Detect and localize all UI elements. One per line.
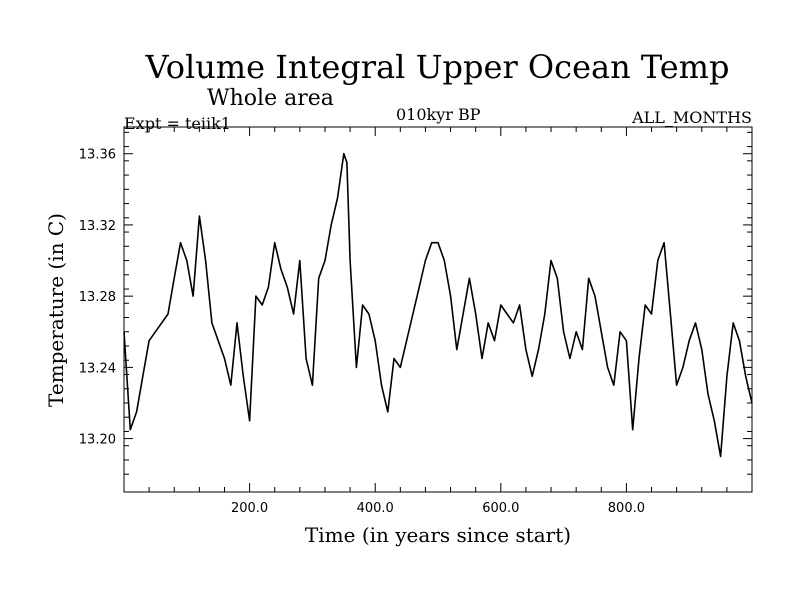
x-tick-label: 800.0 — [608, 501, 645, 516]
y-tick-label: 13.32 — [79, 219, 116, 234]
y-tick-label: 13.24 — [79, 361, 116, 376]
y-tick-label: 13.20 — [79, 433, 116, 448]
x-tick-label: 400.0 — [357, 501, 394, 516]
x-tick-label: 200.0 — [231, 501, 268, 516]
y-tick-label: 13.28 — [79, 290, 116, 305]
months-label: ALL_MONTHS — [632, 108, 752, 127]
chart-title: Volume Integral Upper Ocean Temp — [145, 48, 730, 86]
period-label: 010kyr BP — [396, 105, 481, 124]
chart-subtitle: Whole area — [207, 86, 334, 111]
plot-frame — [123, 126, 753, 493]
x-tick-label: 600.0 — [482, 501, 519, 516]
series-line — [123, 152, 753, 458]
y-tick-label: 13.36 — [79, 148, 116, 163]
x-axis-label: Time (in years since start) — [304, 523, 572, 547]
plot-area: 200.0 400.0 600.0 800.0 13.20 13.24 13.28 13.32… — [79, 126, 753, 516]
experiment-label: Expt = teiik1 — [124, 114, 231, 133]
